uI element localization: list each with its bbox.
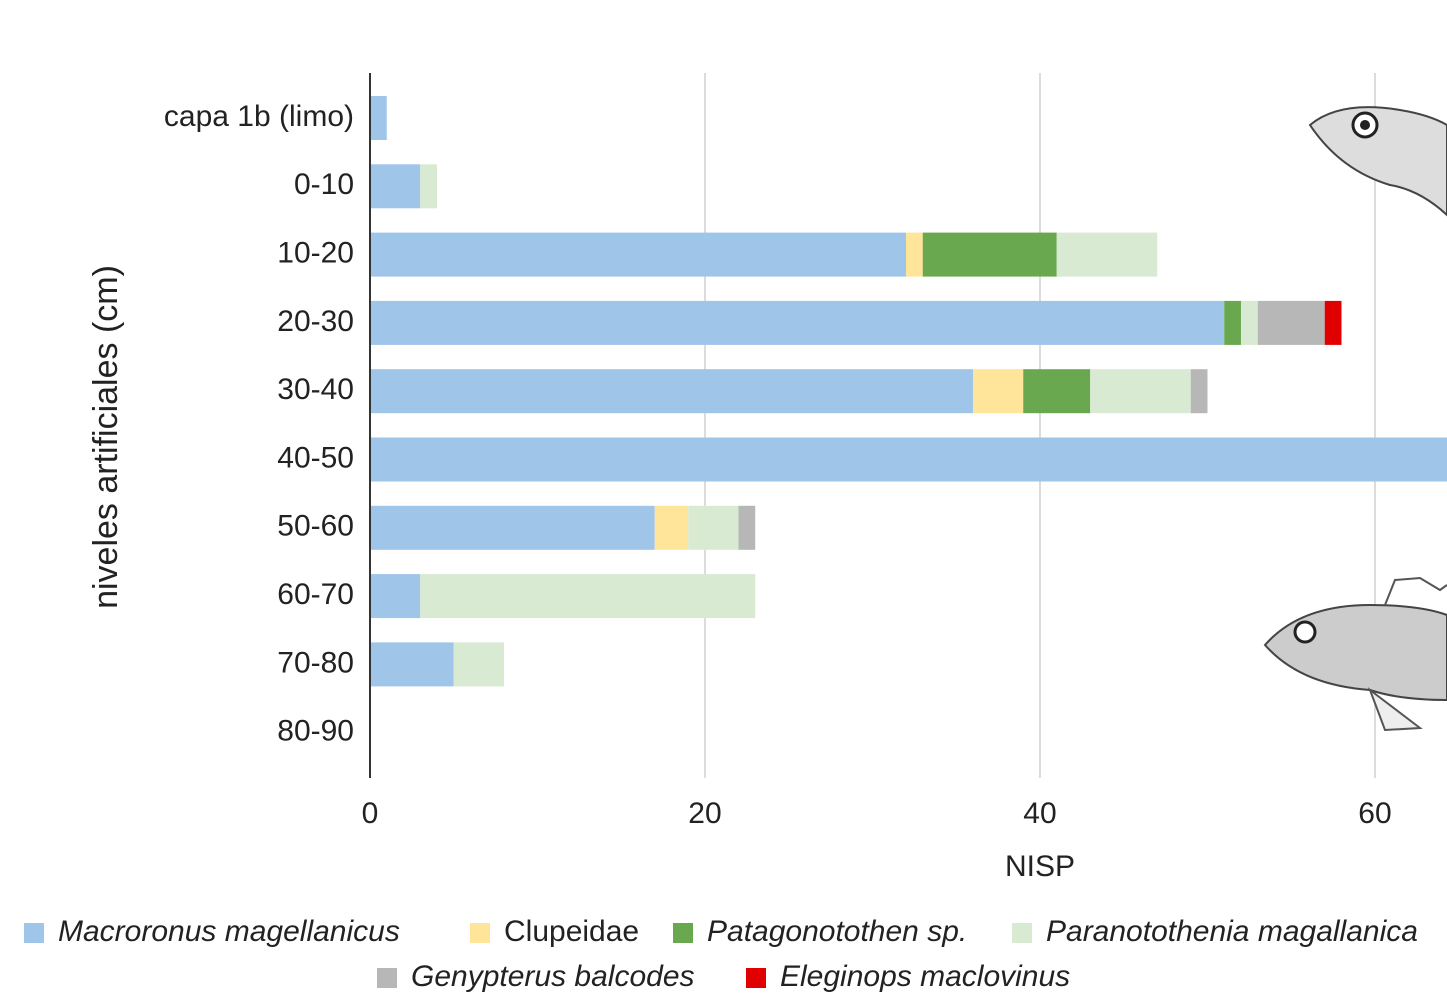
bar-segment bbox=[370, 369, 973, 414]
legend-label: Eleginops maclovinus bbox=[780, 960, 1070, 993]
y-tick-label: 40-50 bbox=[277, 441, 354, 474]
x-tick-label: 0 bbox=[362, 797, 379, 830]
bar-segment bbox=[922, 232, 1057, 277]
x-tick-label: 20 bbox=[688, 797, 721, 830]
legend-swatch bbox=[673, 923, 693, 943]
bar-segment bbox=[1190, 369, 1208, 414]
y-tick-label: 0-10 bbox=[294, 168, 354, 201]
legend-label: Genypterus balcodes bbox=[411, 960, 695, 993]
bar-segment bbox=[370, 300, 1225, 345]
bar-segment bbox=[1023, 369, 1091, 414]
x-tick-label: 40 bbox=[1023, 797, 1056, 830]
y-tick-label: 20-30 bbox=[277, 305, 354, 338]
legend-label: Patagonotothen sp. bbox=[707, 915, 967, 948]
legend-label: Macroronus magellanicus bbox=[58, 915, 400, 948]
bar-segment bbox=[370, 437, 1447, 482]
y-tick-label: 10-20 bbox=[277, 237, 354, 270]
legend-swatch bbox=[1012, 923, 1032, 943]
bar-segment bbox=[420, 164, 437, 209]
y-tick-label: capa 1b (limo) bbox=[164, 100, 354, 133]
y-tick-label: 30-40 bbox=[277, 373, 354, 406]
y-tick-label: 50-60 bbox=[277, 510, 354, 543]
bar-segment bbox=[972, 369, 1024, 414]
legend-swatch bbox=[746, 968, 766, 988]
bar-segment bbox=[1324, 300, 1342, 345]
x-axis-label: NISP bbox=[1005, 850, 1075, 883]
fish-illustrations bbox=[1263, 106, 1447, 732]
bar-segment bbox=[1056, 232, 1158, 277]
bar-segment bbox=[688, 505, 739, 550]
x-tick-label: 60 bbox=[1358, 797, 1391, 830]
bar-segment bbox=[420, 574, 756, 619]
y-axis-label: niveles artificiales (cm) bbox=[87, 265, 125, 609]
y-tick-label: 70-80 bbox=[277, 646, 354, 679]
legend-label: Paranotothenia magallanica bbox=[1046, 915, 1418, 948]
bar-segment bbox=[654, 505, 689, 550]
bar-segment bbox=[370, 505, 655, 550]
grid bbox=[704, 73, 1376, 778]
bars bbox=[370, 96, 1447, 687]
legend-swatch bbox=[377, 968, 397, 988]
bar-segment bbox=[370, 232, 906, 277]
bar-segment bbox=[905, 232, 923, 277]
legend-swatch bbox=[24, 923, 44, 943]
bar-segment bbox=[453, 642, 504, 687]
bar-segment bbox=[370, 164, 421, 209]
y-tick-label: 80-90 bbox=[277, 715, 354, 748]
bar-segment bbox=[1224, 300, 1241, 345]
bar-segment bbox=[370, 574, 421, 619]
bar-segment bbox=[738, 505, 756, 550]
legend: Macroronus magellanicus Clupeidae Patagono… bbox=[24, 915, 1418, 993]
legend-swatch bbox=[470, 923, 490, 943]
bar-segment bbox=[1240, 300, 1258, 345]
bar-segment bbox=[370, 96, 387, 140]
bar-segment bbox=[1090, 369, 1191, 414]
bar-segment bbox=[1257, 300, 1325, 345]
y-tick-label: 60-70 bbox=[277, 578, 354, 611]
bar-segment bbox=[370, 642, 454, 687]
legend-label: Clupeidae bbox=[504, 915, 639, 948]
